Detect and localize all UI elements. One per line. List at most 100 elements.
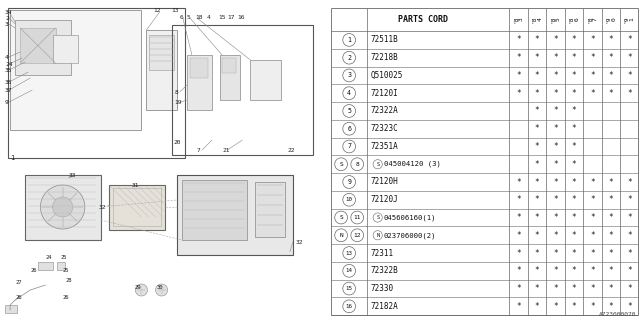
Text: 30: 30	[157, 285, 163, 290]
Text: '9
1: '9 1	[624, 16, 635, 23]
Text: '8
7: '8 7	[587, 16, 598, 23]
Text: *: *	[590, 249, 595, 258]
Text: 7: 7	[347, 143, 351, 149]
Text: 36: 36	[5, 80, 13, 85]
Text: *: *	[534, 107, 540, 116]
Text: *: *	[609, 249, 613, 258]
Text: 9: 9	[5, 100, 9, 105]
Text: *: *	[553, 213, 557, 222]
Text: 2: 2	[5, 16, 9, 21]
Text: *: *	[572, 160, 576, 169]
Text: S: S	[339, 162, 343, 167]
Text: *: *	[553, 302, 557, 311]
Text: Q510025: Q510025	[371, 71, 403, 80]
Text: *: *	[590, 71, 595, 80]
Circle shape	[40, 185, 85, 229]
Text: 7: 7	[197, 148, 201, 153]
Bar	[56, 262, 65, 270]
Text: *: *	[609, 213, 613, 222]
Text: 20: 20	[173, 140, 181, 145]
Text: *: *	[516, 89, 521, 98]
Text: *: *	[609, 195, 613, 204]
Text: 19: 19	[175, 100, 182, 105]
Text: *: *	[534, 249, 540, 258]
Text: *: *	[553, 142, 557, 151]
Text: 21: 21	[222, 148, 230, 153]
Text: 12: 12	[353, 233, 361, 238]
Text: *: *	[534, 71, 540, 80]
Text: 5: 5	[347, 108, 351, 114]
Text: *: *	[627, 249, 632, 258]
Text: *: *	[553, 178, 557, 187]
Text: *: *	[590, 178, 595, 187]
Text: 31: 31	[131, 183, 139, 188]
Text: *: *	[627, 178, 632, 187]
Text: *: *	[609, 266, 613, 275]
Text: *: *	[590, 302, 595, 311]
Bar	[8, 8, 185, 158]
Text: 28: 28	[66, 278, 72, 283]
Text: 72311: 72311	[371, 249, 394, 258]
Text: *: *	[553, 160, 557, 169]
Text: 6: 6	[347, 126, 351, 132]
Text: '9
0: '9 0	[605, 16, 616, 23]
Text: *: *	[572, 231, 576, 240]
Text: *: *	[572, 213, 576, 222]
Text: *: *	[534, 213, 540, 222]
Text: *: *	[516, 71, 521, 80]
Bar	[150, 35, 173, 70]
Text: 16: 16	[346, 304, 353, 309]
Text: *: *	[627, 89, 632, 98]
Text: *: *	[534, 231, 540, 240]
Text: *: *	[516, 53, 521, 62]
Text: *: *	[627, 284, 632, 293]
Text: *: *	[572, 53, 576, 62]
Text: *: *	[534, 160, 540, 169]
Text: *: *	[516, 266, 521, 275]
Bar	[172, 25, 313, 155]
Bar	[177, 175, 293, 255]
Text: *: *	[553, 249, 557, 258]
Bar	[113, 188, 161, 226]
Text: 1: 1	[10, 155, 14, 161]
Text: 5: 5	[187, 15, 191, 20]
Text: *: *	[572, 178, 576, 187]
Bar	[250, 60, 281, 100]
Text: S: S	[339, 215, 343, 220]
Text: 72322B: 72322B	[371, 266, 399, 275]
Text: *: *	[516, 284, 521, 293]
Text: *: *	[609, 53, 613, 62]
Text: *: *	[516, 178, 521, 187]
Text: 72182A: 72182A	[371, 302, 399, 311]
Text: N: N	[376, 233, 380, 238]
Text: 35: 35	[5, 68, 13, 73]
Bar	[109, 185, 164, 230]
Text: *: *	[590, 284, 595, 293]
Text: 72511B: 72511B	[371, 36, 399, 44]
Text: 34: 34	[5, 10, 13, 15]
Text: 72120H: 72120H	[371, 178, 399, 187]
Text: 045004120 (3): 045004120 (3)	[384, 161, 441, 167]
Text: 9: 9	[347, 179, 351, 185]
Text: *: *	[553, 284, 557, 293]
Text: *: *	[553, 53, 557, 62]
Text: *: *	[553, 89, 557, 98]
Text: *: *	[572, 284, 576, 293]
Text: 11: 11	[353, 215, 361, 220]
Text: *: *	[516, 36, 521, 44]
Text: *: *	[572, 302, 576, 311]
Text: *: *	[553, 71, 557, 80]
Text: *: *	[590, 266, 595, 275]
Text: 72120J: 72120J	[371, 195, 399, 204]
Bar	[182, 180, 248, 240]
Text: PARTS CORD: PARTS CORD	[398, 15, 448, 24]
Text: 26: 26	[15, 295, 22, 300]
Text: 26: 26	[30, 268, 36, 273]
Text: 15: 15	[218, 15, 226, 20]
Bar	[15, 20, 70, 75]
Text: *: *	[534, 284, 540, 293]
Text: *: *	[590, 89, 595, 98]
Circle shape	[52, 197, 73, 217]
Text: *: *	[516, 231, 521, 240]
Text: 72351A: 72351A	[371, 142, 399, 151]
